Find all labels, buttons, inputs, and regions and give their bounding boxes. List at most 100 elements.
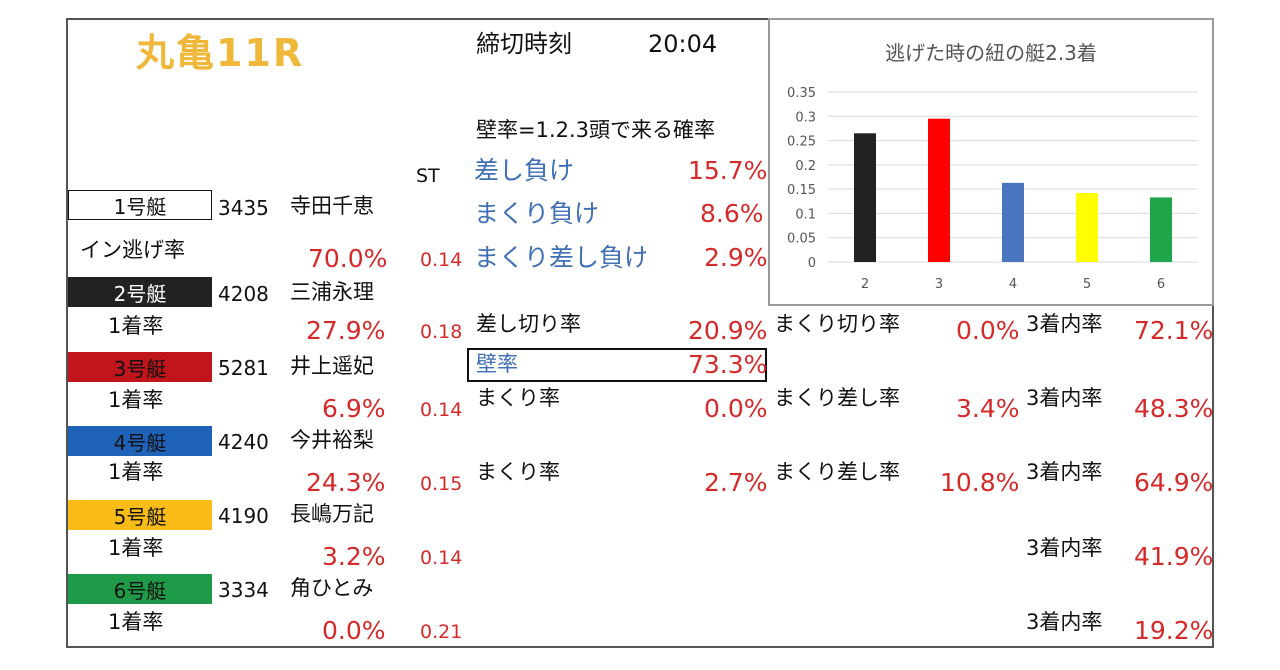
boat-badge-5: 5号艇 [68,500,212,530]
rate-label: 1着率 [108,314,164,338]
race-title: 丸亀11R [136,31,305,75]
bar-6 [1150,197,1172,262]
chart-panel: 逃げた時の紐の艇2.3着 0 0.05 0.1 0.15 0.2 0.25 0.3 0.35 2… [768,18,1214,306]
scenario-label: まくり差し負け [474,245,646,270]
y-tick-label: 0.3 [795,110,816,125]
scenario-value: 8.6% [700,199,764,228]
makuri-label: まくり率 [476,460,560,484]
rate-value: 0.0% [322,616,386,645]
boat-name: 1号艇 [113,194,167,219]
boat-badge-1: 1号艇 [68,190,212,220]
makuri-sashi-value: 10.8% [940,468,1020,497]
racer-name: 三浦永理 [290,280,374,304]
chart-title: 逃げた時の紐の艇2.3着 [885,41,1097,65]
scenario-label: まくり負け [474,199,600,228]
wall-note: 壁率=1.2.3頭で来る確率 [476,118,716,142]
bar-3 [928,118,950,262]
rate-label: 1着率 [108,388,164,412]
st-value: 0.15 [420,473,463,495]
x-tick-label: 6 [1157,277,1165,292]
main-frame [66,18,1214,648]
rate-value: 24.3% [306,468,386,497]
boat-badge-2: 2号艇 [68,277,212,307]
top3-label: 3着内率 [1026,610,1103,634]
y-tick-label: 0 [808,256,816,271]
st-value: 0.14 [420,399,463,421]
scenario-label: 差し負け [474,156,575,185]
scenario-value: 15.7% [688,156,768,185]
y-tick-label: 0.35 [787,86,816,101]
x-tick-label: 4 [1009,277,1017,292]
makuri-sashi-label: まくり差し率 [774,386,900,410]
racer-name: 今井裕梨 [290,428,374,452]
top3-value: 48.3% [1134,394,1214,423]
bar-2 [854,133,876,262]
wall-label: 壁率 [476,352,518,376]
y-tick-label: 0.15 [787,183,816,198]
makuri-sashi-label: まくり差し率 [774,460,900,484]
st-value: 0.14 [420,547,463,569]
boat-badge-4: 4号艇 [68,426,212,456]
boat-name: 6号艇 [113,578,167,603]
boat-name: 2号艇 [113,281,167,306]
sashi-kiri-value: 20.9% [688,316,768,345]
boat-name: 4号艇 [113,430,167,455]
boat-badge-3: 3号艇 [68,352,212,382]
makuri-kiri-label: まくり切り率 [774,312,900,336]
top3-value: 64.9% [1134,468,1214,497]
makuri-label: まくり率 [476,386,560,410]
y-tick-label: 0.25 [787,135,816,150]
makuri-value: 0.0% [704,394,768,423]
rate-label: イン逃げ率 [80,238,185,262]
rate-value: 27.9% [306,316,386,345]
top3-value: 41.9% [1134,542,1214,571]
y-tick-label: 0.1 [795,207,816,222]
wall-value: 73.3% [688,350,768,379]
rate-label: 1着率 [108,460,164,484]
racer-id: 3334 [218,578,269,602]
rate-label: 1着率 [108,536,164,560]
deadline-label: 締切時刻 [476,30,572,58]
y-tick-label: 0.2 [795,159,816,174]
makuri-kiri-value: 0.0% [956,316,1020,345]
x-tick-label: 3 [935,277,943,292]
rate-value: 6.9% [322,394,386,423]
x-tick-label: 2 [861,277,869,292]
rate-value: 3.2% [322,542,386,571]
bar-4 [1002,182,1024,262]
boat-name: 3号艇 [113,356,167,381]
racer-name: 井上遥妃 [290,354,374,378]
top3-value: 72.1% [1134,316,1214,345]
makuri-value: 2.7% [704,468,768,497]
rate-value: 70.0% [308,244,388,273]
rate-label: 1着率 [108,610,164,634]
bar-chart: 逃げた時の紐の艇2.3着 0 0.05 0.1 0.15 0.2 0.25 0.3 0.35 2… [787,41,1198,292]
racer-id: 4240 [218,430,269,454]
boat-name: 5号艇 [113,504,167,529]
top3-value: 19.2% [1134,616,1214,645]
bar-5 [1076,193,1098,262]
top3-label: 3着内率 [1026,386,1103,410]
top3-label: 3着内率 [1026,312,1103,336]
racer-id: 4190 [218,504,269,528]
wall-box [467,348,767,382]
deadline-time: 20:04 [648,30,718,58]
top3-label: 3着内率 [1026,536,1103,560]
sashi-kiri-label: 差し切り率 [476,312,581,336]
racer-name: 長嶋万記 [290,502,374,526]
racer-name: 寺田千恵 [290,194,374,218]
y-tick-label: 0.05 [787,232,816,247]
racer-id: 3435 [218,196,269,220]
makuri-sashi-value: 3.4% [956,394,1020,423]
racer-id: 5281 [218,356,269,380]
racer-name: 角ひとみ [290,576,374,600]
st-value: 0.21 [420,621,463,643]
top3-label: 3着内率 [1026,460,1103,484]
st-header: ST [416,165,440,187]
racer-id: 4208 [218,282,269,306]
st-value: 0.14 [420,249,463,271]
st-value: 0.18 [420,321,463,343]
x-tick-label: 5 [1083,277,1091,292]
scenario-value: 2.9% [704,243,768,272]
boat-badge-6: 6号艇 [68,574,212,604]
